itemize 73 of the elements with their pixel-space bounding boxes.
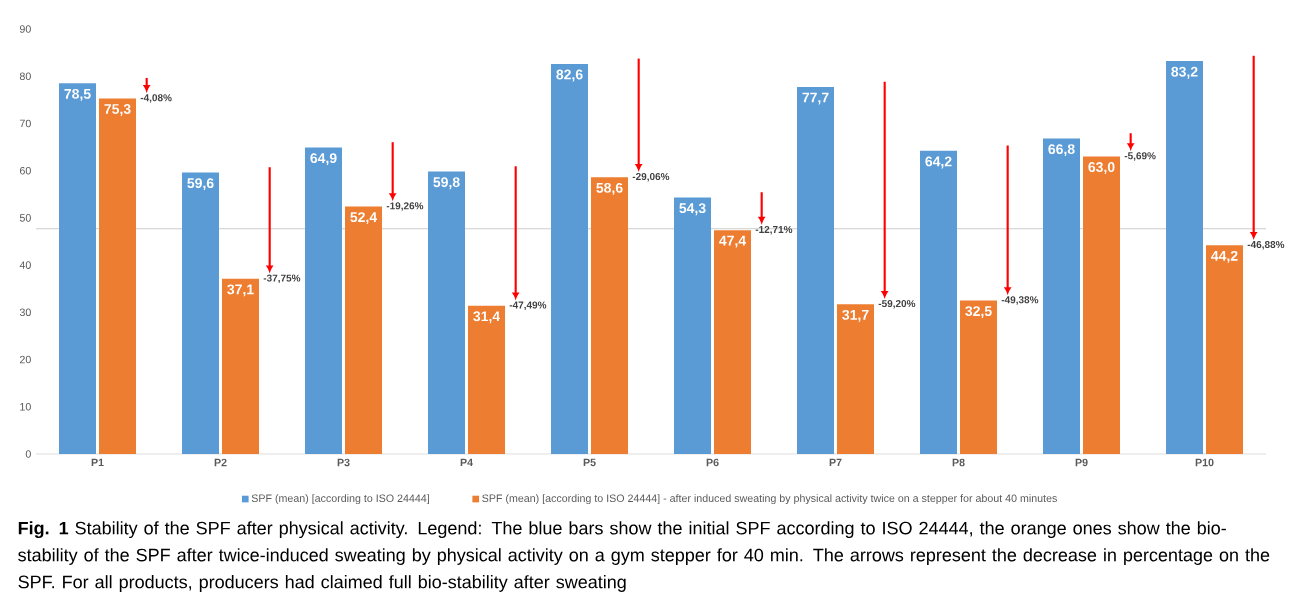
bar [960, 300, 998, 454]
x-tick-label: P10 [1195, 458, 1214, 467]
annotation: -5,69% [1124, 152, 1156, 161]
y-tick-label: 40 [19, 261, 31, 269]
bar [345, 206, 383, 454]
bar [837, 304, 875, 454]
data-label: 52,4 [350, 212, 378, 225]
data-label: 64,2 [925, 156, 952, 169]
annotation: -19,26% [386, 202, 424, 211]
bar [714, 230, 752, 454]
bar [59, 83, 97, 454]
text: Fig. 1 Stability of the SPF after physical activity. Legend: The blue bars show the initial SPF according to ISO 24444, the orange ones show the bio-stability of the SPF after twice-induced sweating by physical activity on a gym stepper for 40 min. The arrows represent the decrease in percentage on the SPF. For all products, producers had claimed full bio-stability after sweating [18, 521, 1270, 592]
y-tick-label: 0 [25, 450, 31, 458]
annotation: -29,06% [632, 173, 670, 182]
bar [305, 147, 343, 454]
data-label: 59,6 [187, 178, 214, 191]
data-label: 37,1 [227, 284, 254, 297]
bar [182, 172, 220, 454]
x-tick-label: P2 [214, 458, 227, 467]
x-tick-label: P6 [706, 458, 719, 467]
bar [551, 63, 589, 454]
y-tick-label: 70 [19, 119, 31, 128]
bar [468, 305, 506, 454]
bar [99, 98, 137, 454]
x-tick-label: P5 [583, 458, 596, 467]
legend-label: SPF (mean) [according to ISO 24444] [251, 494, 429, 505]
x-tick-label: P4 [460, 458, 473, 467]
y-tick-label: 90 [19, 25, 31, 33]
data-label: 59,8 [433, 177, 460, 190]
x-tick-label: P1 [91, 458, 104, 467]
data-label: 47,4 [719, 235, 747, 248]
data-label: 58,6 [596, 182, 623, 195]
data-label: 31,4 [473, 311, 501, 324]
bar [1083, 156, 1121, 454]
data-label: 63,0 [1088, 162, 1115, 175]
annotation: -37,75% [263, 274, 301, 284]
data-label: 44,2 [1211, 250, 1238, 263]
bar [920, 150, 958, 454]
y-tick-label: 50 [19, 214, 31, 222]
bar [1043, 138, 1081, 454]
bar [797, 87, 835, 454]
data-label: 54,3 [679, 203, 706, 216]
y-tick-label: 60 [19, 166, 31, 175]
annotation: -47,49% [509, 301, 547, 310]
annotation: -4,08% [140, 94, 172, 103]
bar [428, 171, 466, 454]
data-label: 77,7 [802, 92, 829, 105]
bar [591, 177, 629, 454]
bar [222, 278, 260, 454]
annotation: -46,88% [1247, 241, 1285, 250]
legend-label: SPF (mean) [according to ISO 24444] - after induced sweating by physical activity twice on a stepper for about 40 minutes [482, 494, 1057, 505]
data-label: 32,5 [965, 306, 992, 319]
bar [1166, 61, 1204, 454]
annotation: -49,38% [1001, 296, 1039, 305]
bar [1206, 245, 1243, 454]
y-tick-label: 20 [19, 355, 31, 364]
y-tick-label: 80 [19, 72, 31, 80]
y-tick-label: 30 [19, 308, 31, 317]
y-tick-label: 10 [20, 402, 31, 411]
data-label: 78,5 [64, 88, 91, 101]
data-label: 64,9 [310, 153, 337, 166]
x-tick-label: P3 [337, 458, 350, 467]
x-tick-label: P8 [952, 458, 965, 467]
x-tick-label: P9 [1075, 458, 1088, 467]
bar [674, 197, 712, 454]
data-label: 83,2 [1171, 66, 1198, 79]
x-tick-label: P7 [829, 458, 842, 467]
data-label: 66,8 [1048, 144, 1075, 157]
data-label: 31,7 [842, 309, 869, 322]
data-label: 75,3 [104, 104, 131, 116]
annotation: -12,71% [755, 225, 793, 235]
data-label: 82,6 [556, 69, 583, 82]
annotation: -59,20% [878, 300, 916, 309]
